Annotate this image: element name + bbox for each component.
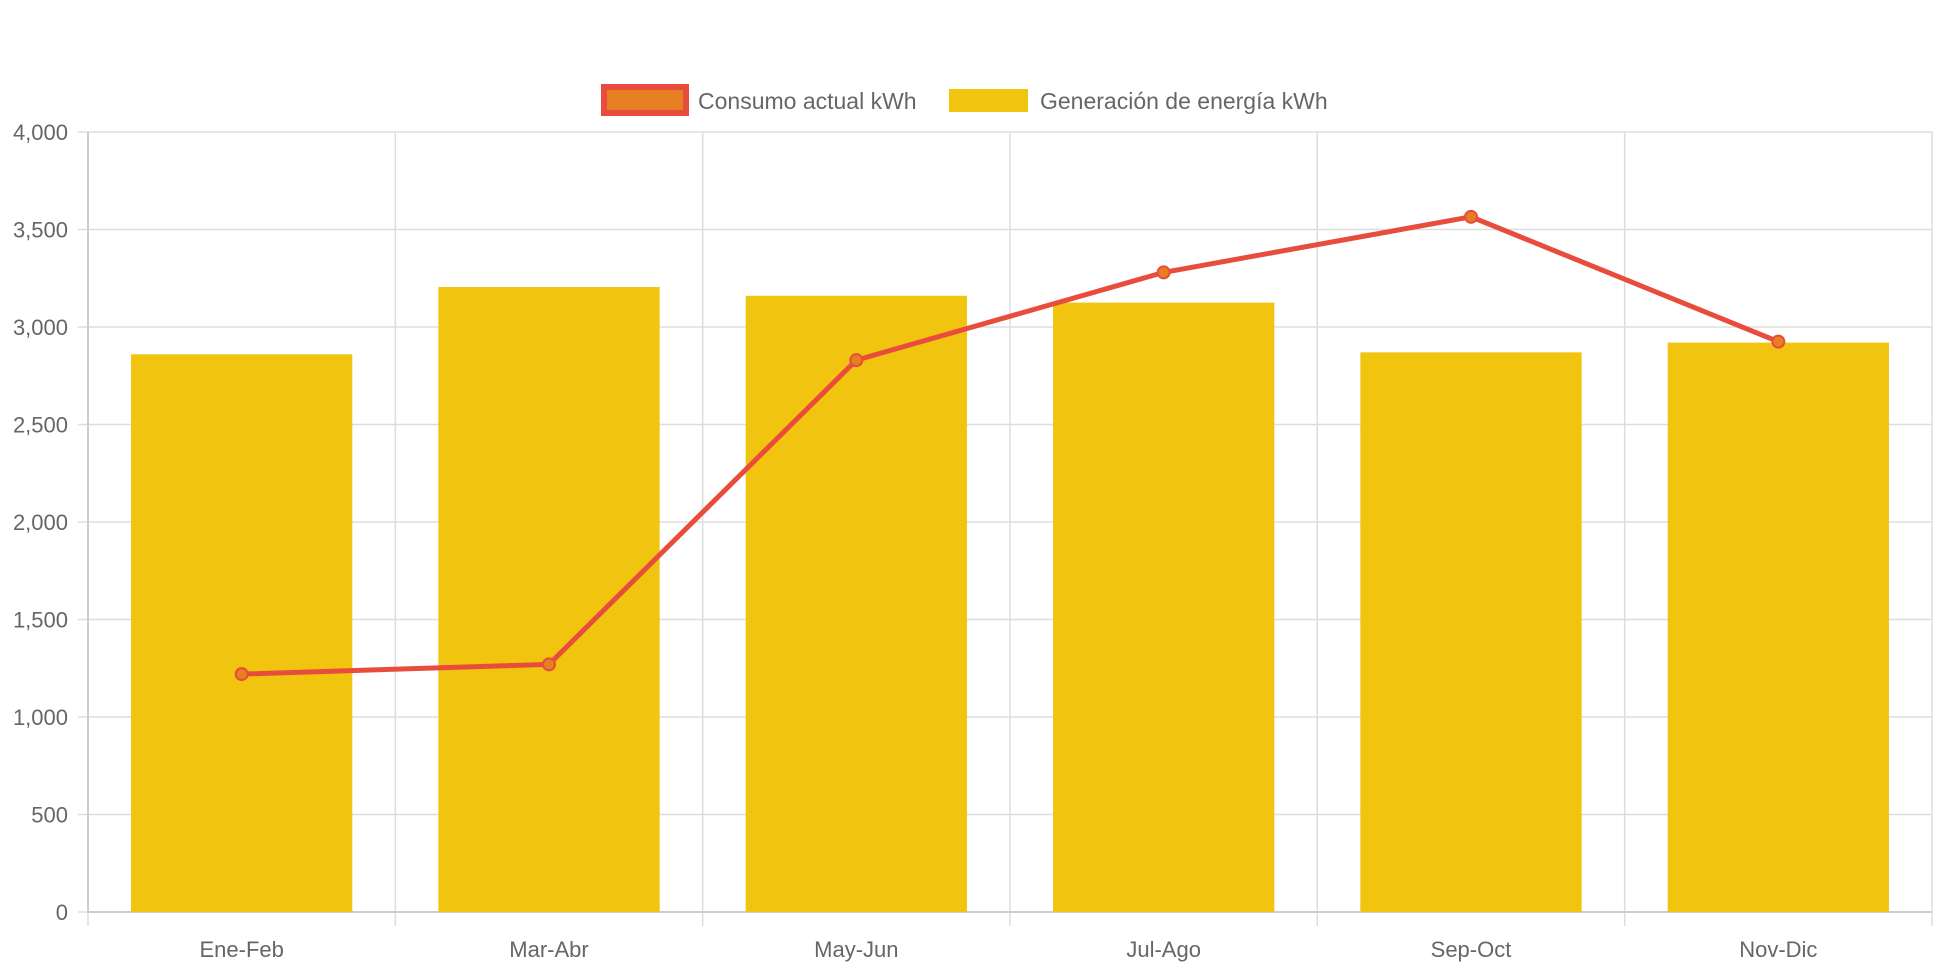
y-tick-label: 4,000 bbox=[13, 120, 68, 145]
point-consumo[interactable] bbox=[542, 657, 556, 672]
x-tick-label: Ene-Feb bbox=[199, 937, 283, 962]
legend-item-generacion[interactable]: Generación de energía kWh bbox=[949, 88, 1328, 114]
x-tick-label: Sep-Oct bbox=[1431, 937, 1512, 962]
points-layer bbox=[234, 209, 1786, 682]
line-consumo bbox=[239, 214, 1781, 677]
y-tick-label: 0 bbox=[56, 900, 68, 925]
bar-generacion[interactable] bbox=[1360, 352, 1582, 913]
legend-swatch-generacion bbox=[949, 89, 1028, 112]
bar-generacion[interactable] bbox=[745, 295, 967, 912]
bar-generacion[interactable] bbox=[1667, 342, 1889, 913]
legend-label-generacion: Generación de energía kWh bbox=[1040, 88, 1328, 114]
legend-item-consumo[interactable]: Consumo actual kWh bbox=[601, 84, 917, 116]
y-tick-label: 2,000 bbox=[13, 510, 68, 535]
bar-generacion[interactable] bbox=[438, 287, 660, 912]
legend-label-consumo: Consumo actual kWh bbox=[698, 88, 917, 114]
point-consumo[interactable] bbox=[1464, 209, 1478, 224]
bar-generacion[interactable] bbox=[131, 354, 353, 912]
y-tick-label: 3,000 bbox=[13, 315, 68, 340]
bars-layer bbox=[131, 287, 1889, 913]
line-layer bbox=[239, 214, 1781, 677]
x-tick-label: Jul-Ago bbox=[1126, 937, 1201, 962]
point-consumo[interactable] bbox=[1156, 265, 1171, 280]
point-consumo[interactable] bbox=[849, 353, 864, 368]
y-tick-label: 500 bbox=[31, 803, 68, 828]
point-consumo[interactable] bbox=[1771, 334, 1786, 349]
x-tick-label: May-Jun bbox=[814, 937, 898, 962]
point-consumo[interactable] bbox=[234, 667, 249, 682]
y-tick-label: 2,500 bbox=[13, 413, 68, 438]
x-tick-label: Nov-Dic bbox=[1739, 937, 1817, 962]
bar-generacion[interactable] bbox=[1053, 302, 1275, 912]
ticks-layer: 0 500 1,000 1,500 2,000 2,500 3,000 3,500 4,000 E… bbox=[13, 120, 1818, 962]
grid-layer bbox=[78, 131, 1933, 926]
x-tick-label: Mar-Abr bbox=[509, 937, 588, 962]
legend-swatch-consumo bbox=[601, 84, 689, 116]
y-tick-label: 1,000 bbox=[13, 705, 68, 730]
legend: Consumo actual kWh Generación de energía… bbox=[601, 84, 1328, 116]
y-tick-label: 3,500 bbox=[13, 218, 68, 243]
y-tick-label: 1,500 bbox=[13, 608, 68, 633]
